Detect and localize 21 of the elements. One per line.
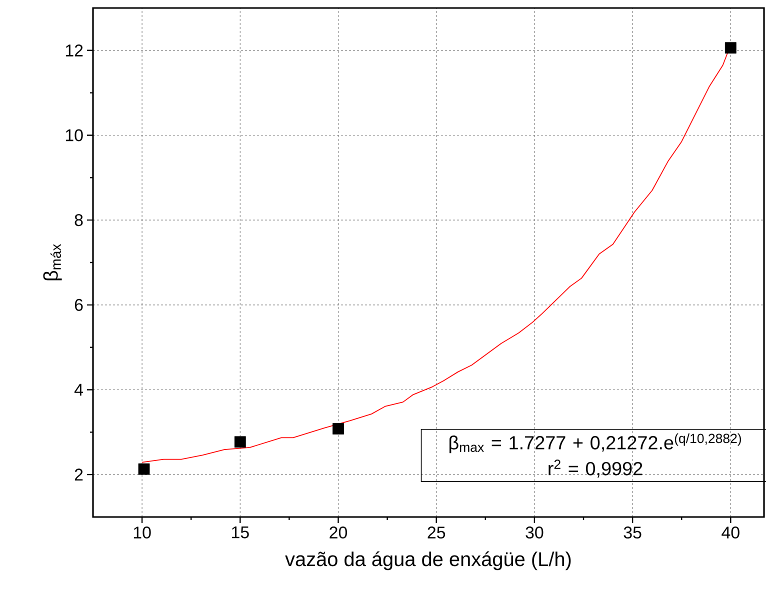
x-tick-label: 35 — [624, 526, 642, 539]
x-axis-title: vazão da água de enxágüe (L/h) — [285, 551, 571, 570]
point — [138, 463, 150, 475]
x-tick-label: 15 — [232, 526, 249, 538]
x-tick-label: 25 — [428, 526, 446, 539]
point — [724, 42, 736, 54]
x-tick-label: 30 — [526, 526, 544, 539]
y-tick-label: 2 — [74, 468, 83, 480]
y-tick-label: 12 — [66, 44, 83, 56]
point — [234, 436, 246, 448]
y-tick-label: 10 — [66, 129, 83, 142]
x-tick-label: 20 — [330, 526, 348, 539]
x-tick-label: 40 — [722, 526, 740, 539]
point — [332, 423, 344, 434]
y-tick-label: 8 — [74, 214, 83, 226]
x-tick-label: 10 — [134, 526, 151, 539]
y-axis-title: β$_{máx}$ — [43, 244, 62, 280]
y-tick-label: 6 — [74, 298, 83, 311]
annotation: β$_{max}$ = 1.7277 + 0,21272.e$^{(q/10,2882)}$ — [450, 433, 742, 454]
y-tick-label: 4 — [74, 384, 83, 396]
annotation: r$^{2}$ = 0,9992 — [548, 460, 642, 478]
